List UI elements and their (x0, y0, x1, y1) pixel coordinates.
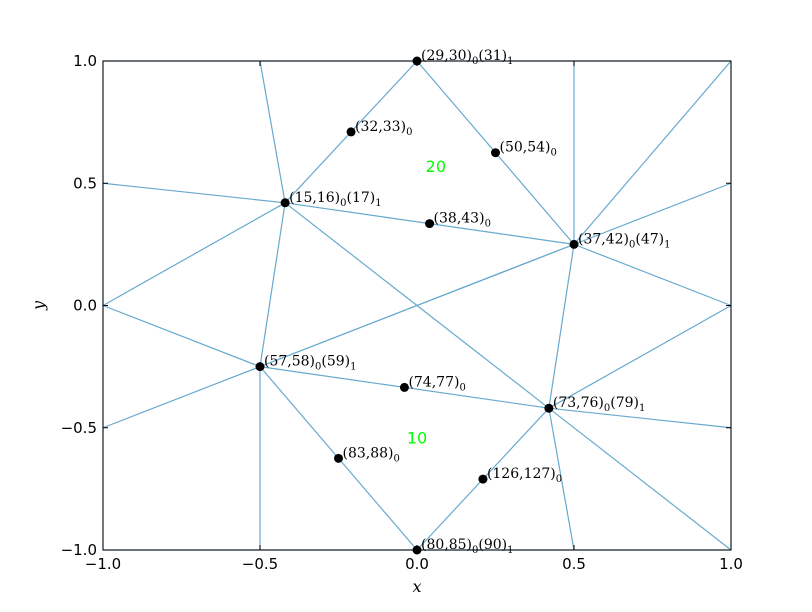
mesh-edge (259, 304, 418, 368)
mesh-edge (548, 407, 732, 429)
point-label: (37,42)0(47)1 (578, 231, 671, 250)
x-tick-label: 0.5 (562, 555, 586, 573)
region-label: 10 (407, 429, 427, 448)
data-point (544, 403, 554, 413)
x-axis-label: x (412, 577, 421, 596)
data-point (412, 56, 422, 66)
data-point (425, 219, 435, 229)
y-tick-label: 0.0 (73, 297, 97, 315)
mesh-edge (573, 60, 732, 245)
mesh-edge (573, 243, 732, 307)
x-tick-label: −1.0 (85, 555, 121, 573)
y-tick-label: −0.5 (61, 419, 97, 437)
mesh-edges (102, 60, 732, 551)
point-label: (57,58)0(59)1 (264, 354, 357, 373)
mesh-edge (102, 366, 261, 429)
x-tick-label: −0.5 (242, 555, 278, 573)
mesh-edge (259, 202, 286, 367)
point-label: (126,127)0 (487, 466, 562, 485)
data-points: (29,30)0(31)1 (32,33)0 (50,54)0 (15,16)0(17… (255, 48, 671, 556)
mesh-edge (102, 182, 286, 204)
point-label: (29,30)0(31)1 (421, 48, 514, 67)
y-tick-label: −1.0 (61, 541, 97, 559)
point-label: (32,33)0 (355, 119, 412, 138)
point-label: (50,54)0 (500, 140, 557, 159)
mesh-edge (102, 304, 261, 368)
data-point (255, 362, 265, 372)
x-tick-label: 1.0 (719, 555, 743, 573)
mesh-edge (573, 182, 732, 245)
data-point (569, 239, 579, 249)
region-label: 20 (426, 157, 446, 176)
mesh-edge (548, 407, 732, 551)
point-label: (38,43)0 (434, 211, 491, 230)
data-point (334, 453, 343, 463)
x-tick-label: 0.0 (405, 555, 429, 573)
point-label: (83,88)0 (343, 445, 400, 464)
mesh-edge (548, 408, 575, 551)
mesh-edge (548, 244, 575, 409)
data-point (478, 474, 488, 484)
mesh-edge (102, 202, 286, 307)
y-tick-label: 1.0 (73, 52, 97, 70)
mesh-edge (284, 202, 418, 306)
data-point (491, 148, 500, 158)
mesh-edge (416, 305, 550, 409)
point-label: (73,76)0(79)1 (553, 395, 646, 414)
mesh-edge (548, 304, 732, 409)
y-axis-label: y (29, 300, 48, 311)
axis-ticks: −1.0−1.0 −0.5 −0.5 0.0 0.0 0.5 0.5 1.0 1.0 (61, 52, 743, 573)
mesh-edge (259, 60, 286, 203)
point-label: (74,77)0 (408, 374, 465, 393)
point-label: (80,85)0(90)1 (421, 537, 514, 556)
point-label: (15,16)0(17)1 (289, 190, 382, 209)
data-point (412, 545, 422, 555)
data-point (346, 127, 356, 137)
y-tick-label: 0.5 (73, 174, 97, 192)
data-point (280, 198, 290, 208)
data-point (399, 382, 409, 392)
